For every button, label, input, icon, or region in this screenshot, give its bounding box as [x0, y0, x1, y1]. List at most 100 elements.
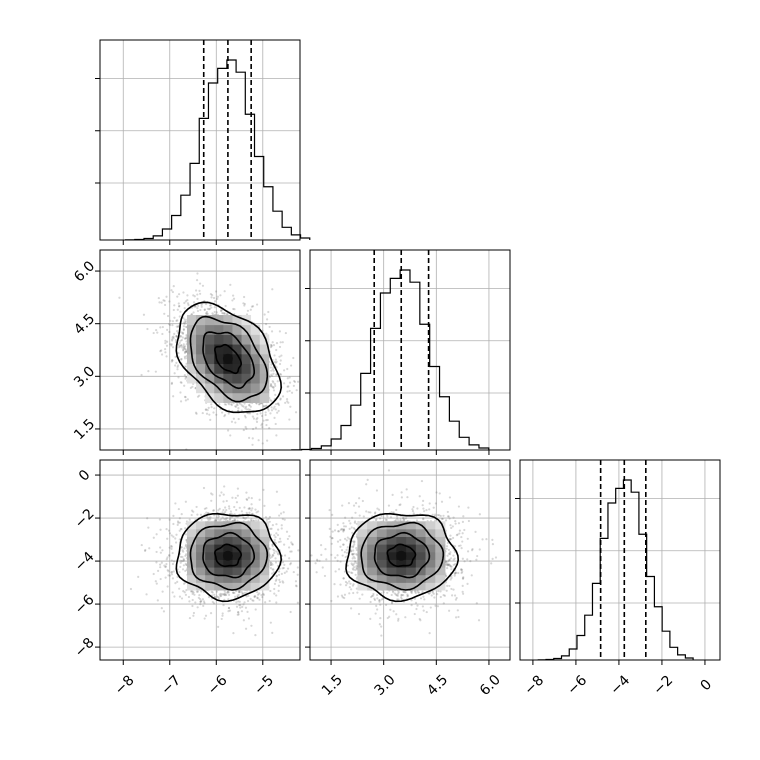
sample-point [196, 395, 200, 398]
sample-point [209, 518, 212, 521]
sample-point [180, 597, 184, 600]
sample-point [269, 621, 272, 624]
contour-line [214, 343, 243, 375]
sample-point [176, 365, 179, 369]
sample-point [270, 527, 273, 530]
sample-point [200, 590, 203, 593]
density-cell [214, 536, 224, 545]
sample-point [449, 578, 452, 581]
density-cell [241, 582, 252, 591]
sample-point [185, 350, 188, 353]
sample-point [216, 295, 219, 298]
sample-point [275, 601, 278, 604]
sample-point [214, 519, 217, 522]
sample-point [213, 452, 215, 454]
sample-point [171, 359, 174, 362]
sample-point [233, 519, 237, 522]
sample-point [194, 305, 197, 308]
sample-point [278, 514, 281, 517]
sample-point [267, 310, 270, 314]
sample-point [289, 563, 292, 566]
sample-point [448, 558, 451, 561]
sample-point [146, 327, 149, 331]
sample-point [227, 606, 231, 610]
sample-point [269, 412, 272, 415]
sample-point [272, 381, 275, 384]
sample-point [164, 351, 167, 354]
sample-point [218, 593, 221, 596]
sample-point [270, 345, 273, 348]
sample-point [228, 519, 231, 522]
sample-point [224, 506, 227, 509]
sample-point [234, 595, 237, 598]
sample-point [247, 507, 250, 510]
sample-point [244, 517, 247, 520]
sample-point [246, 498, 249, 501]
sample-point [226, 590, 230, 593]
sample-point [178, 315, 181, 318]
sample-point [192, 311, 195, 314]
sample-point [248, 511, 251, 514]
sample-point [145, 593, 148, 596]
sample-point [280, 524, 283, 527]
sample-point [224, 304, 227, 308]
sample-point [397, 591, 400, 594]
sample-point [275, 550, 278, 553]
sample-point [263, 452, 265, 454]
sample-point [261, 442, 264, 445]
sample-point [222, 592, 225, 596]
sample-point [170, 381, 174, 384]
sample-point [250, 503, 253, 506]
density-cell [223, 536, 233, 545]
sample-point [463, 528, 466, 532]
sample-point [176, 308, 179, 311]
sample-point [369, 511, 372, 514]
sample-point [232, 519, 235, 522]
sample-point [217, 509, 220, 512]
density-cell [232, 344, 242, 355]
sample-point [245, 511, 248, 514]
sample-point [247, 594, 250, 597]
sample-point [281, 395, 285, 398]
sample-point [270, 330, 274, 333]
sample-point [271, 543, 274, 546]
sample-point [461, 520, 465, 523]
x-tick-label: −4 [607, 672, 633, 698]
sample-point [270, 399, 273, 403]
density-cell [250, 528, 261, 537]
sample-point [268, 520, 271, 523]
sample-point [220, 491, 223, 494]
sample-point [184, 544, 187, 548]
sample-point [211, 294, 214, 297]
sample-point [208, 516, 211, 519]
sample-point [249, 597, 252, 600]
sample-point [283, 571, 286, 575]
sample-point [269, 366, 272, 369]
sample-point [225, 403, 228, 406]
sample-point [181, 568, 185, 571]
y-tick-label: 1.5 [71, 416, 98, 443]
sample-point [282, 566, 285, 570]
sample-point [221, 311, 224, 315]
sample-point [161, 549, 164, 552]
density-cell [205, 582, 215, 591]
sample-point [254, 634, 257, 637]
sample-point [271, 553, 274, 557]
sample-point [224, 518, 227, 521]
sample-point [206, 312, 209, 315]
sample-point [179, 400, 183, 403]
sample-point [158, 518, 161, 521]
sample-point [238, 600, 241, 603]
sample-point [275, 348, 278, 352]
sample-point [184, 533, 188, 536]
sample-point [142, 313, 146, 316]
sample-point [192, 611, 196, 615]
sample-point [267, 409, 270, 412]
sample-point [183, 307, 186, 310]
sample-point [250, 518, 253, 521]
density-cell [250, 544, 261, 553]
density-cell [232, 521, 242, 530]
sample-point [275, 532, 278, 535]
sample-point [264, 404, 267, 408]
sample-point [176, 575, 179, 578]
